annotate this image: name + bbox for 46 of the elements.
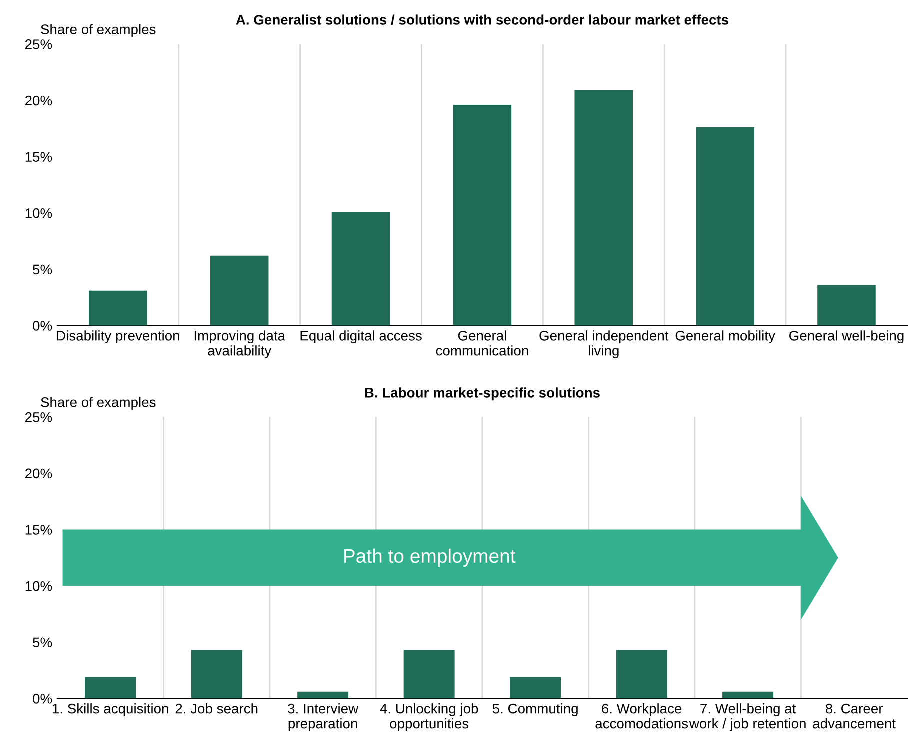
x-tick-label: 6. Workplace accomodations — [596, 704, 688, 729]
x-tick-label: General communication — [436, 330, 528, 356]
x-tick-label: 4. Unlocking job opportunities — [380, 704, 478, 732]
x-tick-label: 8. Career advancement — [813, 704, 896, 729]
y-tick-label: 5% — [33, 638, 52, 648]
y-tick-label: 15% — [26, 525, 52, 535]
bar — [332, 212, 390, 326]
x-tick-label: Equal digital access — [300, 330, 422, 344]
x-tick-label: General independent living — [540, 330, 669, 359]
y-tick-label: 20% — [25, 468, 52, 479]
bar — [510, 677, 562, 699]
bar — [453, 105, 512, 326]
y-tick-label: 0% — [33, 694, 52, 704]
bar — [574, 90, 634, 326]
bar — [298, 692, 349, 699]
y-tick-label: 20% — [25, 96, 52, 106]
annotation: Path to employment — [344, 548, 516, 567]
x-tick-label: 1. Skills acquisition — [52, 704, 168, 716]
bar — [696, 128, 754, 326]
bar — [616, 650, 668, 699]
y-tick-label: 25% — [25, 40, 52, 50]
y-axis-title: Share of examples — [41, 397, 156, 410]
bar — [818, 285, 876, 326]
y-tick-label: 25% — [25, 412, 52, 422]
bar — [89, 290, 148, 326]
bar — [210, 256, 269, 326]
x-tick-label: General well-being — [790, 330, 904, 344]
y-tick-label: 10% — [26, 208, 52, 218]
y-axis-title: Share of examples — [41, 24, 156, 38]
x-tick-label: 3. Interview preparation — [288, 704, 359, 732]
bar — [191, 650, 242, 699]
chart-title: B. Labour market-specific solutions — [365, 388, 600, 401]
bar — [722, 692, 774, 699]
x-tick-label: Disability prevention — [57, 330, 180, 344]
x-tick-label: 5. Commuting — [492, 704, 578, 716]
y-tick-label: 15% — [26, 152, 52, 162]
x-tick-label: 2. Job search — [176, 704, 258, 714]
x-tick-label: 7. Well-being at work / job retention — [689, 704, 806, 732]
x-tick-label: General mobility — [676, 330, 776, 344]
y-tick-label: 10% — [26, 581, 52, 592]
chart-title: A. Generalist solutions / solutions with second-order labour market effects — [236, 14, 728, 26]
y-tick-label: 0% — [33, 321, 52, 331]
bar — [85, 677, 136, 699]
x-tick-label: Improving data availability — [194, 330, 286, 359]
bar — [404, 650, 455, 699]
y-tick-label: 5% — [33, 264, 52, 275]
